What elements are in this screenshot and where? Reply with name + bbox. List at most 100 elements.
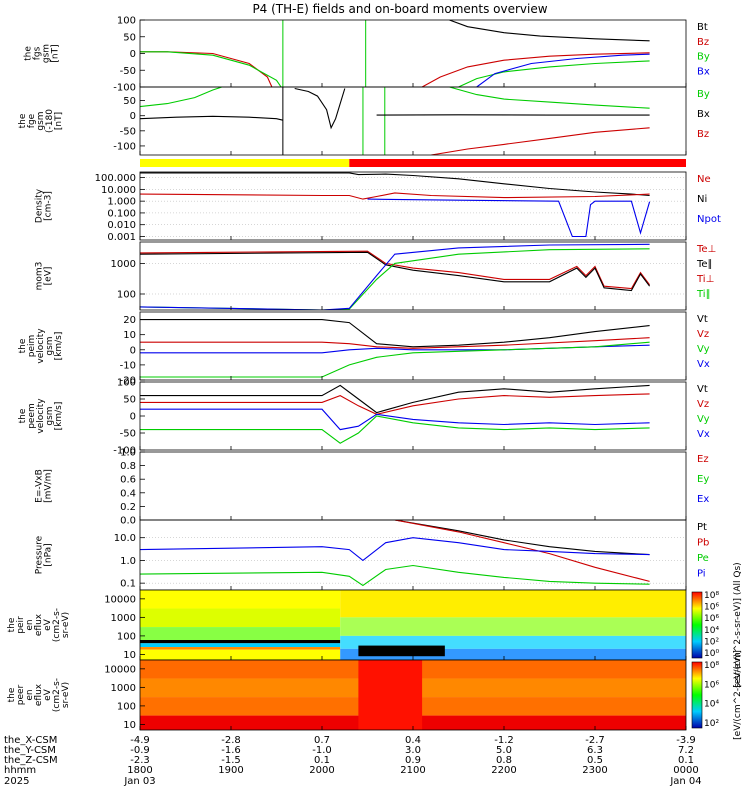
panel-4: Ne Ni Npot 100.00010.0001.0000.1000.0100.00… [35, 171, 721, 243]
y-tick-label: 10.0 [114, 533, 136, 544]
series-vx-line [140, 344, 650, 354]
y-axis-label-line: Pressure [35, 535, 45, 574]
legend-ne: Ne [697, 174, 711, 185]
x-tick-label-hhmm: 0000 [673, 765, 698, 776]
series-by-line [140, 87, 223, 108]
y-axis-label: Density [cm-3] [35, 188, 54, 223]
y-tick-label: 10.000 [101, 185, 136, 196]
y-axis-label-line: gsm [42, 44, 52, 63]
x-tick-label-the-y: 3.0 [405, 745, 421, 756]
y-tick-label: -100 [113, 446, 136, 457]
spectrogram-band [140, 608, 341, 628]
y-axis-label-line: the [7, 687, 17, 702]
y-tick-label: 1000 [111, 683, 136, 694]
x-tick-label-hhmm: 1800 [127, 765, 152, 776]
colorbar [691, 591, 703, 659]
colorbar-tick-label: 10² [704, 637, 719, 647]
series-ti-line [140, 243, 650, 310]
y-tick-label: 50 [123, 395, 136, 406]
y-tick-label: 100.000 [95, 173, 136, 184]
spectrogram-band [340, 648, 686, 660]
spectrogram-band [140, 627, 341, 641]
status-bar-segment [140, 159, 350, 167]
x-axis-row-label: the_Z-CSM [4, 755, 58, 766]
y-tick-label: 0 [130, 412, 136, 423]
y-axis-label-line: fgs [33, 46, 43, 60]
legend-ti: Ti⊥ [696, 274, 714, 285]
y-axis-label-line: sr-eV) [61, 612, 71, 638]
series-bx-line [476, 53, 650, 87]
y-tick-label: 100 [117, 16, 136, 27]
y-axis-label-line: (cm2-s- [52, 678, 62, 712]
legend-ti: Ti∥ [696, 289, 711, 300]
series-by-line [449, 87, 650, 109]
series-bx-line [140, 115, 284, 121]
panel-5: Te⊥ Te∥ Ti⊥ Ti∥ 1000 100 mom3 [eV] [35, 241, 716, 311]
series-te-line [140, 250, 651, 290]
y-tick-label: 0.001 [107, 232, 136, 243]
y-axis-label: E=-VxB [mV/m] [35, 469, 54, 503]
plot-area [140, 20, 650, 87]
legend-vx: Vx [697, 359, 710, 370]
x-axis-row-label: 2025 [4, 776, 29, 787]
spectrogram-band [140, 643, 341, 648]
series-vz-line [140, 337, 650, 349]
x-tick-label-the-x: 0.7 [314, 735, 330, 746]
y-tick-label: 0.0 [120, 516, 136, 527]
y-axis-label-line: [eV] [44, 267, 54, 286]
legend-by: By [697, 89, 710, 100]
legend-ex: Ex [697, 494, 709, 505]
x-axis-row-label: hhmm [4, 765, 36, 776]
legend-ez: Ez [697, 454, 709, 465]
y-tick-label: 10 [123, 720, 136, 731]
x-tick-label-hhmm: 2000 [309, 765, 334, 776]
plot-area [140, 243, 686, 310]
x-tick-label-the-z: -1.5 [221, 755, 241, 766]
colorbar-tick-label: 10⁰ [704, 649, 719, 659]
series-vy-line [140, 341, 650, 378]
x-axis-row-label: the_X-CSM [4, 735, 57, 746]
y-tick-label: 0.1 [120, 579, 136, 590]
series-bt-line [449, 20, 650, 42]
x-tick-label-the-z: 0.8 [496, 755, 512, 766]
y-axis-label-line: [km/s] [54, 332, 64, 361]
series-pi-line [140, 537, 650, 562]
y-tick-label: 1000 [111, 259, 136, 270]
panel-frame [139, 451, 687, 521]
y-axis-label: the peir en eflux eV (cm2-s-sr-eV) [7, 608, 71, 642]
y-tick-label: -50 [120, 429, 136, 440]
series-pb-line [394, 520, 650, 582]
x-tick-label-the-y: -1.6 [221, 745, 241, 756]
legend-vy: Vy [697, 414, 710, 425]
y-axis-label: the peer en eflux eV (cm2-s-sr-eV) [7, 678, 71, 712]
y-tick-label: 0.6 [120, 475, 136, 486]
x-tick-label-the-y: 5.0 [496, 745, 512, 756]
series-bz-line [140, 51, 273, 87]
y-tick-label: 0 [130, 49, 136, 60]
y-tick-label: 1.0 [120, 448, 136, 459]
x-tick-label-hhmm: 2300 [582, 765, 607, 776]
x-tick-label-hhmm: 1900 [218, 765, 243, 776]
legend-bx: Bx [697, 66, 710, 77]
series-bz-line [421, 52, 650, 87]
x-tick-label-the-y: -0.9 [130, 745, 150, 756]
y-tick-label: 0.010 [107, 220, 136, 231]
legend-bx: Bx [697, 109, 710, 120]
legend-te: Te∥ [696, 259, 713, 270]
panel-frame [139, 171, 687, 241]
y-axis-label: Pressure [nPa] [35, 535, 54, 574]
y-axis-label-line: mom3 [35, 262, 45, 291]
x-tick-label-the-y: 6.3 [587, 745, 603, 756]
y-axis-label-line: eflux [34, 683, 44, 706]
y-tick-label: 100 [117, 378, 136, 389]
y-axis-label-line: peir [16, 616, 26, 634]
x-tick-label-the-x: -4.9 [130, 735, 150, 746]
y-axis-label-line: fge [27, 113, 37, 128]
panel-frame [139, 86, 687, 156]
panel-8: Ez Ey Ex 1.0 0.8 0.6 0.4 0.2 0.0 E=-VxB [mV/m] [35, 448, 710, 527]
colorbar-tick-label: 10⁶ [704, 680, 719, 690]
spectrogram [140, 590, 686, 660]
x-axis-row-label: the_Y-CSM [4, 745, 56, 756]
y-axis-label: the fgs gsm [nT] [24, 44, 61, 63]
